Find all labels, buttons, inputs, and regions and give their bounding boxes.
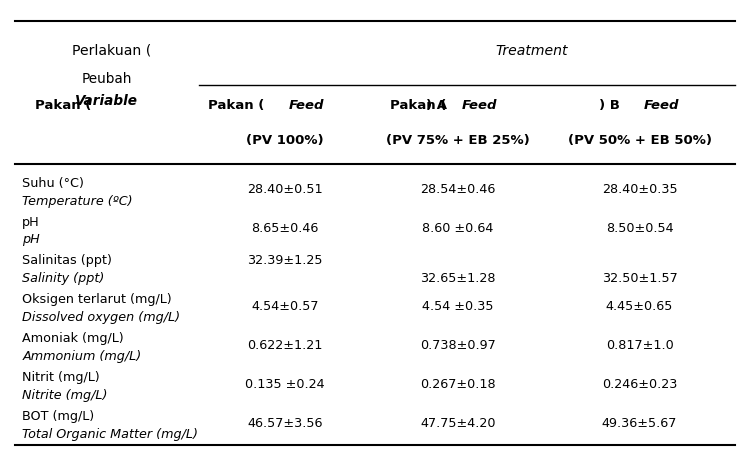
Text: Ammonium (mg/L): Ammonium (mg/L): [22, 350, 142, 363]
Text: 8.65±0.46: 8.65±0.46: [251, 222, 319, 235]
Text: Oksigen terlarut (mg/L): Oksigen terlarut (mg/L): [22, 294, 172, 306]
Text: BOT (mg/L): BOT (mg/L): [22, 410, 94, 423]
Text: Salinity (ppt): Salinity (ppt): [22, 272, 104, 285]
Text: Variable: Variable: [75, 94, 138, 108]
Text: Perlakuan (: Perlakuan (: [72, 44, 152, 58]
Text: Treatment: Treatment: [496, 44, 568, 58]
Text: Pakan (: Pakan (: [209, 99, 265, 112]
Text: (PV 50% + EB 50%): (PV 50% + EB 50%): [568, 134, 712, 147]
Text: ) A: ) A: [426, 99, 447, 112]
Text: Total Organic Matter (mg/L): Total Organic Matter (mg/L): [22, 428, 198, 441]
Text: 0.817±1.0: 0.817±1.0: [606, 339, 674, 352]
Text: Peubah: Peubah: [82, 72, 132, 86]
Text: 32.50±1.57: 32.50±1.57: [602, 272, 677, 285]
Text: Amoniak (mg/L): Amoniak (mg/L): [22, 332, 124, 345]
Text: 8.50±0.54: 8.50±0.54: [606, 222, 674, 235]
Text: Nitrit (mg/L): Nitrit (mg/L): [22, 371, 100, 384]
Text: pH: pH: [22, 233, 40, 247]
Text: ) B: ) B: [598, 99, 619, 112]
Text: Pakan (: Pakan (: [35, 99, 92, 112]
Text: 28.40±0.35: 28.40±0.35: [602, 183, 677, 196]
Text: Dissolved oxygen (mg/L): Dissolved oxygen (mg/L): [22, 311, 180, 324]
Text: Salinitas (ppt): Salinitas (ppt): [22, 254, 112, 267]
Text: Pakan (: Pakan (: [390, 99, 446, 112]
Text: 32.39±1.25: 32.39±1.25: [248, 254, 322, 267]
Text: 4.54±0.57: 4.54±0.57: [251, 300, 319, 313]
Text: 47.75±4.20: 47.75±4.20: [420, 417, 496, 430]
Text: 28.40±0.51: 28.40±0.51: [248, 183, 322, 196]
Text: 46.57±3.56: 46.57±3.56: [248, 417, 322, 430]
Text: 8.60 ±0.64: 8.60 ±0.64: [422, 222, 494, 235]
Text: Temperature (ºC): Temperature (ºC): [22, 194, 133, 207]
Text: 0.267±0.18: 0.267±0.18: [420, 378, 496, 391]
Text: Feed: Feed: [644, 99, 680, 112]
Text: Nitrite (mg/L): Nitrite (mg/L): [22, 389, 108, 402]
Text: 4.54 ±0.35: 4.54 ±0.35: [422, 300, 494, 313]
Text: Suhu (°C): Suhu (°C): [22, 177, 84, 190]
Text: Feed: Feed: [289, 99, 325, 112]
Text: (PV 75% + EB 25%): (PV 75% + EB 25%): [386, 134, 530, 147]
Text: 32.65±1.28: 32.65±1.28: [420, 272, 496, 285]
Text: 28.54±0.46: 28.54±0.46: [420, 183, 496, 196]
Text: 49.36±5.67: 49.36±5.67: [602, 417, 677, 430]
Text: 4.45±0.65: 4.45±0.65: [606, 300, 674, 313]
Text: 0.246±0.23: 0.246±0.23: [602, 378, 677, 391]
Text: 0.738±0.97: 0.738±0.97: [420, 339, 496, 352]
Text: 0.622±1.21: 0.622±1.21: [248, 339, 322, 352]
Text: Feed: Feed: [462, 99, 497, 112]
Text: (PV 100%): (PV 100%): [246, 134, 324, 147]
Text: 0.135 ±0.24: 0.135 ±0.24: [245, 378, 325, 391]
Text: pH: pH: [22, 216, 40, 228]
